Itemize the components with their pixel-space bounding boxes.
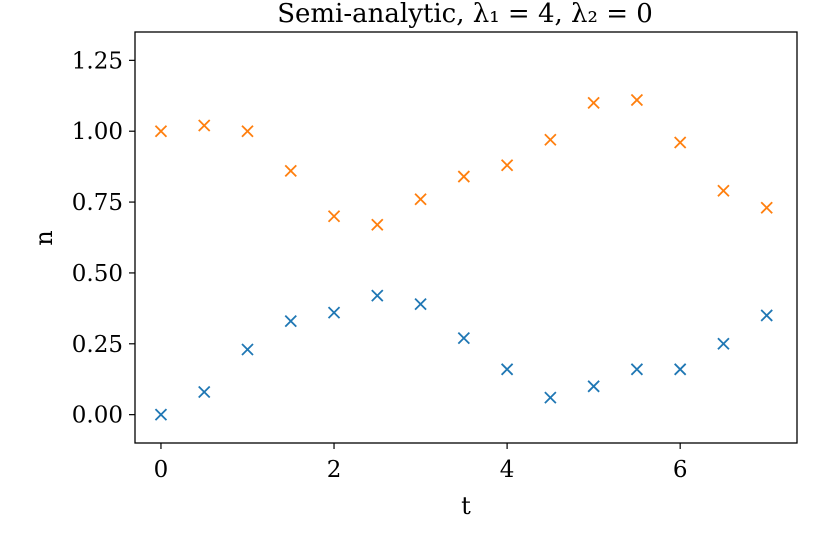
y-tick-label: 1.00	[72, 119, 123, 145]
y-axis-label: n	[30, 230, 58, 245]
data-point-series-2	[154, 125, 168, 138]
data-point-series-2	[674, 136, 687, 149]
data-point-series-2	[630, 93, 644, 107]
data-point-series-2	[241, 125, 254, 138]
data-point-series-2	[500, 159, 514, 172]
data-point-series-1	[760, 309, 773, 322]
data-point-series-1	[241, 343, 254, 356]
data-point-series-1	[717, 337, 730, 350]
x-tick-label: 0	[154, 457, 169, 483]
data-point-series-2	[717, 184, 730, 197]
data-point-series-1	[674, 363, 687, 376]
data-point-series-2	[760, 201, 773, 214]
data-point-series-1	[587, 380, 600, 393]
data-point-series-1	[371, 289, 384, 302]
plot-frame	[134, 31, 798, 444]
data-point-series-1	[544, 391, 557, 404]
x-tick-label: 2	[327, 457, 342, 483]
data-point-series-1	[457, 331, 470, 345]
data-point-series-2	[587, 96, 600, 109]
chart-title: Semi-analytic, λ₁ = 4, λ₂ = 0	[277, 0, 653, 29]
data-point-series-1	[284, 314, 297, 328]
data-point-series-1	[630, 363, 644, 376]
data-point-series-2	[414, 193, 427, 206]
data-point-series-1	[154, 408, 168, 421]
data-point-series-2	[327, 210, 341, 223]
x-tick-label: 6	[673, 457, 688, 483]
data-point-series-1	[198, 385, 211, 399]
data-point-series-2	[544, 133, 557, 146]
axes: 0 2 4 6 0.00 0.25 0.50 0.75 1.00 1.25	[72, 48, 688, 483]
data-point-series-2	[371, 218, 384, 231]
data-point-series-1	[414, 297, 427, 311]
y-tick-label: 0.75	[72, 190, 123, 216]
data-point-series-2	[284, 164, 297, 178]
x-tick-label: 4	[500, 457, 515, 483]
y-tick-label: 0.50	[72, 261, 123, 287]
data-point-series-1	[327, 306, 341, 319]
data-point-series-1	[500, 363, 514, 376]
data-point-series-2	[457, 170, 470, 183]
plot-marks	[154, 93, 773, 421]
y-tick-label: 1.25	[72, 48, 123, 74]
y-tick-label: 0.25	[72, 332, 123, 358]
data-point-series-2	[198, 119, 211, 132]
x-axis-label: t	[461, 492, 471, 520]
y-tick-label: 0.00	[72, 403, 123, 429]
